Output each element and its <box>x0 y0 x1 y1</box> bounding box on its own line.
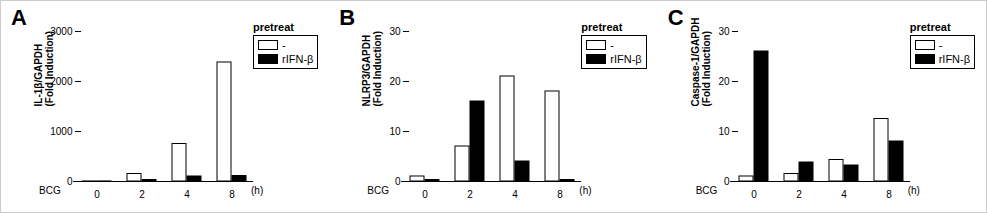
svg-text:2: 2 <box>139 189 145 200</box>
html-text:pretreat: pretreat <box>581 21 623 33</box>
svg-text:8: 8 <box>229 189 235 200</box>
svg-text:4: 4 <box>841 189 847 200</box>
html-text:(h): (h) <box>251 185 264 196</box>
svg-text:Caspase-1/GAPDH(Fold Induction: Caspase-1/GAPDH(Fold Induction) <box>689 18 711 107</box>
svg-text:4: 4 <box>184 189 190 200</box>
svg-text:2000: 2000 <box>50 75 73 87</box>
svg-text:8: 8 <box>886 189 892 200</box>
html-text:C: C <box>667 5 684 30</box>
svg-text:30: 30 <box>390 26 402 37</box>
html-text:B: B <box>339 5 356 30</box>
html-text:BCG: BCG <box>39 185 61 196</box>
svg-text:8: 8 <box>558 189 564 200</box>
html-text:rIFN-β: rIFN-β <box>282 53 314 65</box>
html-text:pretreat: pretreat <box>909 21 951 33</box>
svg-text:4: 4 <box>513 189 519 200</box>
html-text:pretreat: pretreat <box>253 21 294 33</box>
html-text:BCG: BCG <box>367 185 389 196</box>
svg-text:10: 10 <box>390 126 402 137</box>
svg-text:0: 0 <box>751 189 757 200</box>
html-text:rIFN-β: rIFN-β <box>610 53 642 65</box>
svg-text:0: 0 <box>724 176 730 187</box>
svg-text:20: 20 <box>718 76 730 87</box>
svg-text:NLRP3/GAPDH(Fold Induction): NLRP3/GAPDH(Fold Induction) <box>361 31 383 107</box>
svg-text:20: 20 <box>390 76 402 87</box>
html-text:(h): (h) <box>907 185 920 196</box>
html-text:(h): (h) <box>579 185 592 196</box>
svg-text:10: 10 <box>718 126 730 137</box>
svg-text:2: 2 <box>468 189 474 200</box>
svg-text:0: 0 <box>94 189 100 200</box>
html-text:A: A <box>11 5 27 30</box>
svg-text:0: 0 <box>67 176 73 187</box>
svg-text:0: 0 <box>423 189 429 200</box>
svg-text:0: 0 <box>395 176 401 187</box>
svg-text:3000: 3000 <box>50 25 73 37</box>
html-text:BCG: BCG <box>695 185 718 196</box>
svg-text:30: 30 <box>718 26 730 37</box>
svg-text:IL-1β/GAPDH(Fold Induction): IL-1β/GAPDH(Fold Induction) <box>33 31 55 107</box>
svg-text:1000: 1000 <box>50 126 73 137</box>
html-text:rIFN-β: rIFN-β <box>938 53 970 65</box>
svg-text:2: 2 <box>796 189 802 200</box>
